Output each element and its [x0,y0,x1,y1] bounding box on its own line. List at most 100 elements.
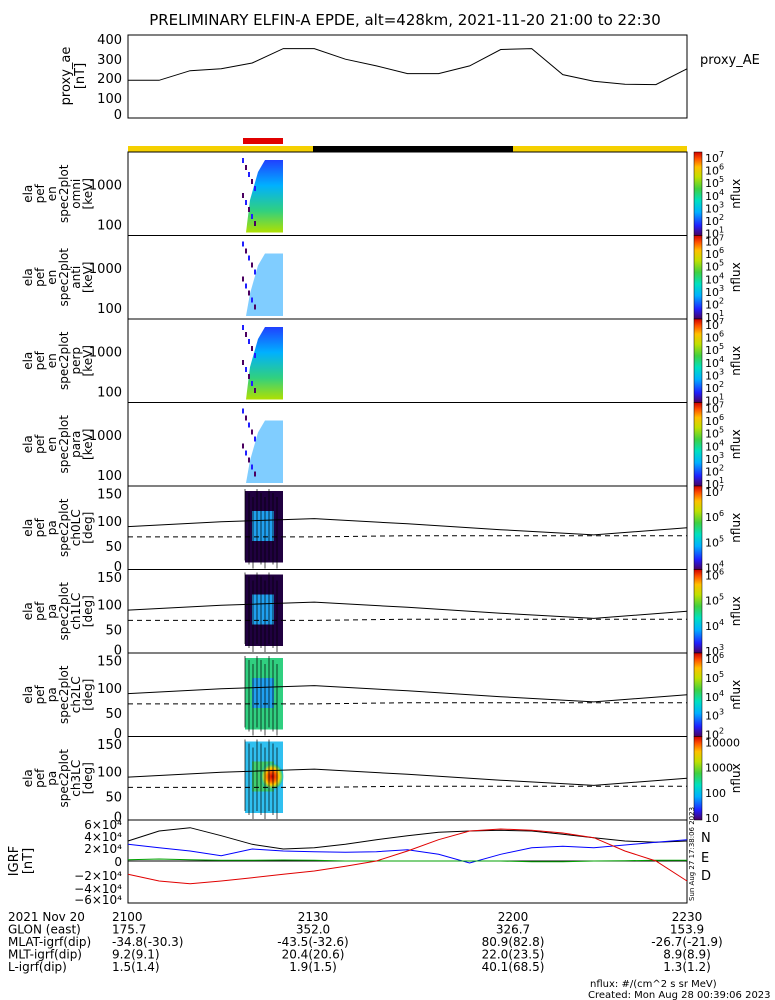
footer-value: 1.9(1.5) [289,960,337,974]
spectrogram-ytick: 100 [97,515,122,530]
igrf-series-line [127,858,687,863]
colorbar-zlabel: nflux [729,346,743,376]
pitch-angle-speckle [268,739,270,811]
footer-row-label: MLAT-igrf(dip) [8,935,91,949]
loss-cone-dashed-line [128,785,687,788]
colorbar-tick: 100 [705,787,726,800]
spectrogram-ylabel: ela [21,769,35,787]
colorbar-zlabel: nflux [729,179,743,209]
spectrogram-speckle [251,429,253,435]
footer-value: 175.7 [112,923,146,937]
igrf-ylabel: IGRF [7,846,22,876]
spectrogram-ytick: 100 [97,598,122,613]
spectrogram-ytick: 150 [97,738,122,753]
created-timestamp: Created: Mon Aug 28 00:39:06 2023 [588,990,771,1000]
footer-value: 1.5(1.4) [112,960,160,974]
spectrogram-speckle [242,443,244,449]
footer-value: 2200 [498,910,529,924]
colorbar-tick: 106 [705,568,724,583]
proxy-ae-frame [127,34,688,119]
spectrogram-ylabel: anti [69,266,83,289]
spectrogram-ylabel: ela [21,602,35,620]
spectrogram-ylabel: ela [21,686,35,704]
igrf-ylabel-unit: [nT] [21,848,36,874]
colorbar-zlabel: nflux [729,763,743,793]
spectrogram-speckle [254,436,256,442]
spectrogram-speckle [245,165,247,170]
spectrogram-ytick: 0 [114,560,122,575]
igrf-label-e: E [701,851,709,866]
proxy-ae-ylabel: proxy_ae [59,47,74,106]
footer-row-label: L-igrf(dip) [8,960,67,974]
spectrogram-speckle [248,172,250,177]
spectrogram-energy-band [246,253,283,316]
spectrogram-speckle [251,262,253,268]
colorbar-zlabel: nflux [729,262,743,292]
spectrogram-ylabel: ch1LC [69,593,83,630]
spectrogram-speckle [248,255,250,261]
spectrogram-ylabel: perp [69,347,83,375]
pitch-angle-speckle [276,747,278,819]
figure-title: PRELIMINARY ELFIN-A EPDE, alt=428km, 202… [149,11,661,29]
igrf-label-d: D [701,869,711,884]
spectrogram-speckle [248,339,250,344]
pitch-angle-speckle [272,576,274,648]
orbit-status-bar [128,138,687,152]
colorbar-tick: 104 [705,689,724,704]
spectrogram-ylabel: en [45,270,59,285]
spectrogram-ytick: 100 [97,385,122,400]
colorbar [693,402,703,487]
spectrogram-ylabel: pa [45,520,59,535]
spectrogram-panel: 1000100elapefenspec2plotanti[keV]1071061… [21,234,743,325]
spectrogram-ylabel: pef [33,350,47,370]
spectrogram-frame [127,485,688,570]
footer-value: 9.2(9.1) [112,948,160,962]
spectrogram-ytick: 50 [105,790,122,805]
pitch-angle-speckle [244,656,246,728]
spectrogram-ytick: 150 [97,571,122,586]
spectrogram-panel: 1000100elapefenspec2plotomni[keV]1071061… [21,150,743,241]
status-bar-black-mid [313,146,513,152]
proxy-ae-ytick: 400 [97,33,122,48]
colorbar-tick: 103 [705,708,724,723]
spectrogram-ylabel: pa [45,687,59,702]
spectrogram-speckle [245,367,247,372]
spectrogram-ylabel: spec2plot [57,665,71,724]
footer-table: 2021 Nov 20 2100 2130 2200 2230 GLON (east) 17… [8,910,723,974]
spectrogram-speckle [248,207,250,212]
pitch-angle-speckle [248,493,250,565]
spectrogram-ytick: 50 [105,707,122,722]
proxy-ae-ylabel-group: proxy_ae [nT] [59,47,88,106]
spectrogram-ylabel: pef [33,517,47,537]
pitch-angle-speckle [248,743,250,815]
footer-value: 20.4(20.6) [282,948,345,962]
loss-cone-solid-line [127,685,688,703]
colorbar [693,569,703,654]
pitch-angle-speckle [276,497,278,569]
pitch-angle-band-core [252,594,274,625]
pitch-angle-speckle [260,660,262,732]
spectrogram-ytick: 100 [97,469,122,484]
spectrogram-speckle [251,179,253,184]
spectrogram-ylabel: ela [21,268,35,286]
nflux-unit-note: nflux: #/(cm^2 s sr MeV) [590,979,717,990]
footer-value: 2130 [298,910,329,924]
colorbar [693,652,703,737]
spectrogram-ylabel: pef [33,267,47,287]
spectrogram-speckle [248,457,250,463]
spectrogram-speckle [242,193,244,198]
footer-row-label: MLT-igrf(dip) [8,948,82,962]
pitch-angle-speckle [264,664,266,736]
pitch-angle-speckle [244,739,246,811]
proxy-ae-ytick: 0 [114,108,122,123]
colorbar [693,235,703,320]
loss-cone-dashed-line [128,535,687,538]
spectrogram-ytick: 0 [114,727,122,742]
pitch-angle-hotspot [260,762,284,791]
footer-row-label: GLON (east) [8,923,81,937]
spectrogram-speckle [251,464,253,470]
igrf-ylabel-group: IGRF [nT] [7,846,36,876]
footer-value: -34.8(-30.3) [112,935,183,949]
